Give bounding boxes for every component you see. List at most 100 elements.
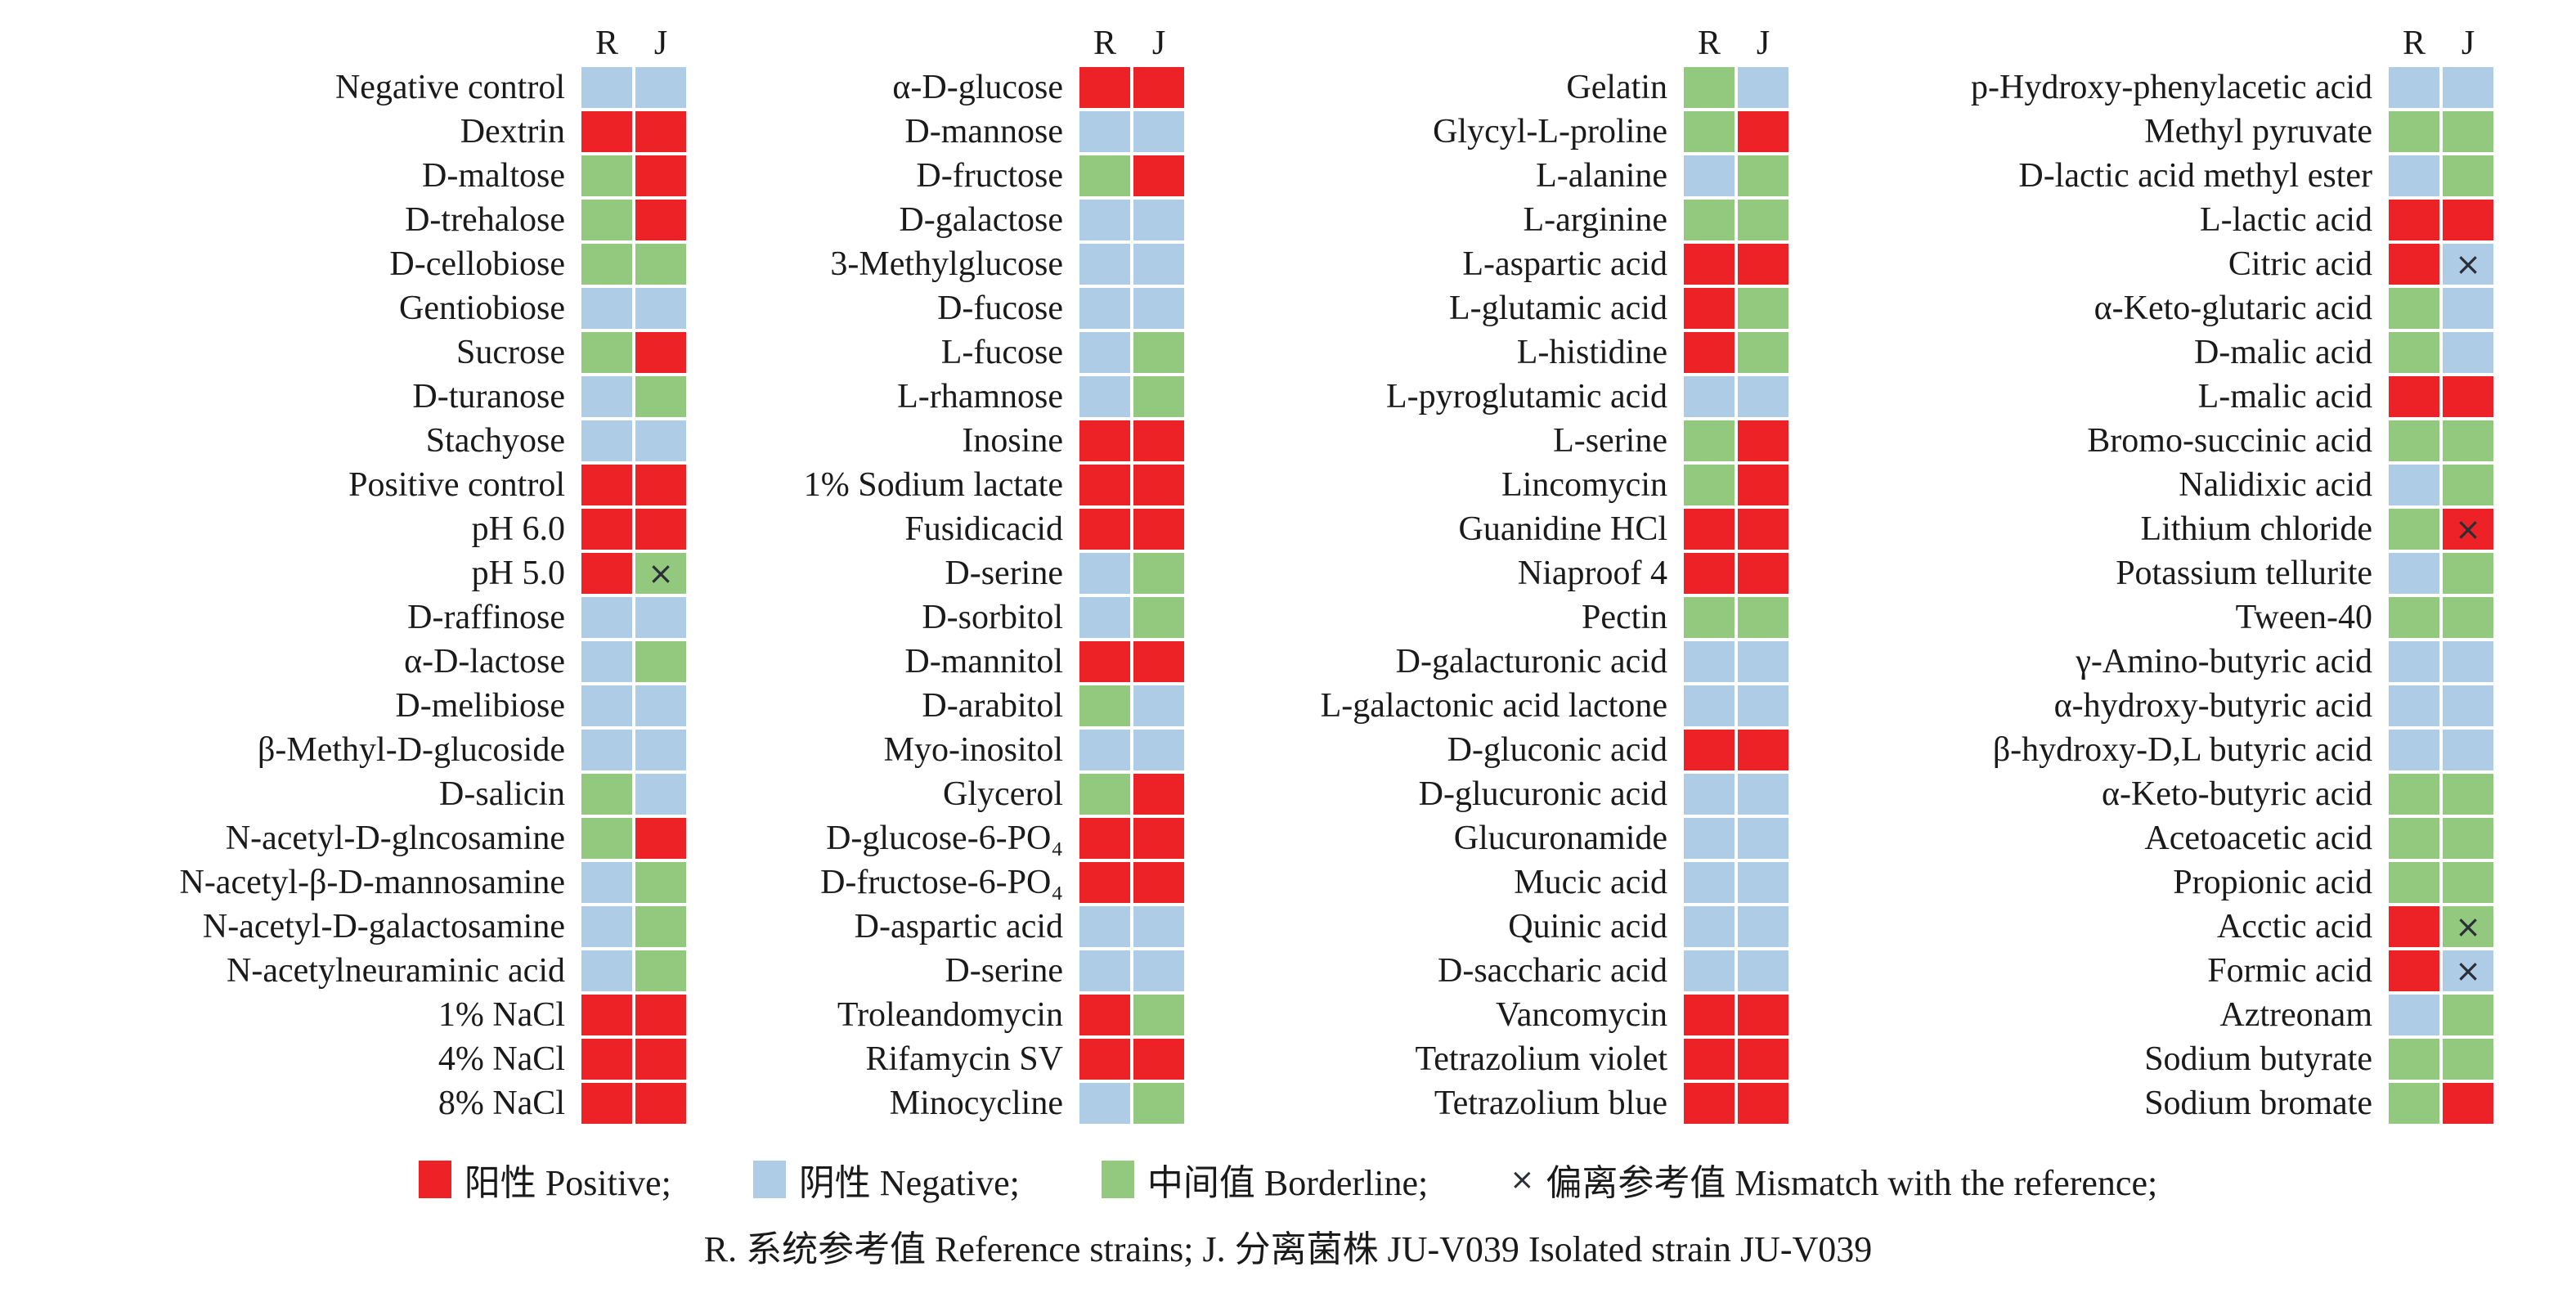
table-row: Rifamycin SV (720, 1039, 1184, 1080)
result-cell-j (635, 111, 686, 152)
table-row: Fusidicacid (720, 509, 1184, 550)
table-row: Methyl pyruvate (1905, 111, 2493, 152)
result-cell-j (635, 509, 686, 550)
result-cell-j (635, 641, 686, 682)
header-spacer (1210, 23, 1681, 64)
table-row: N-acetyl-D-glncosamine (33, 818, 686, 859)
table-row: D-maltose (33, 155, 686, 196)
table-row: L-lactic acid (1905, 200, 2493, 240)
result-cell-r (581, 465, 632, 505)
result-cell-j (2443, 465, 2493, 505)
result-cell-r (2389, 995, 2439, 1035)
header-spacer (33, 23, 578, 64)
row-label: Pectin (1582, 599, 1667, 636)
table-row: D-malic acid (1905, 332, 2493, 373)
header-spacer (1905, 23, 2385, 64)
result-cell-j (635, 376, 686, 417)
result-cell-r (581, 1039, 632, 1080)
row-label: Formic acid (2207, 952, 2372, 990)
table-row: L-fucose (720, 332, 1184, 373)
header-j: J (1756, 25, 1770, 62)
table-row: L-rhamnose (720, 376, 1184, 417)
row-label: β-Methyl-D-glucoside (258, 731, 565, 769)
result-cell-r (581, 553, 632, 594)
result-cell-r (1684, 995, 1735, 1035)
table-row: Tetrazolium blue (1210, 1083, 1788, 1124)
row-label: Tetrazolium violet (1415, 1040, 1667, 1078)
table-row: D-serine (720, 950, 1184, 991)
table-row: α-Keto-butyric acid (1905, 774, 2493, 815)
result-cell-r (1079, 995, 1130, 1035)
table-row: α-Keto-glutaric acid (1905, 288, 2493, 329)
result-cell-j (1738, 862, 1788, 903)
table-row: D-aspartic acid (720, 906, 1184, 947)
table-row: 1% Sodium lactate (720, 465, 1184, 505)
result-cell-r (1684, 641, 1735, 682)
result-cell-j (635, 818, 686, 859)
result-cell-j (1738, 818, 1788, 859)
row-label: Minocycline (889, 1085, 1063, 1122)
row-label: α-D-lactose (404, 643, 565, 680)
table-row: Glycyl-L-proline (1210, 111, 1788, 152)
table-row: L-arginine (1210, 200, 1788, 240)
result-cell-j (1738, 376, 1788, 417)
result-cell-j (1133, 155, 1184, 196)
result-cell-j (2443, 67, 2493, 108)
row-label: Lithium chloride (2140, 510, 2372, 548)
legend-label: 阳性 Positive; (464, 1163, 671, 1203)
result-cell-j (1133, 597, 1184, 638)
row-label: L-galactonic acid lactone (1320, 687, 1667, 725)
result-cell-r (1684, 420, 1735, 461)
result-cell-j (2443, 155, 2493, 196)
table-row: Lincomycin (1210, 465, 1788, 505)
row-label: L-histidine (1516, 334, 1667, 371)
row-label: Methyl pyruvate (2144, 113, 2372, 150)
row-label: Acetoacetic acid (2144, 820, 2372, 857)
table-row: Sodium butyrate (1905, 1039, 2493, 1080)
result-cell-j (635, 67, 686, 108)
table-row: D-galacturonic acid (1210, 641, 1788, 682)
result-cell-r (1684, 465, 1735, 505)
result-cell-r (1684, 950, 1735, 991)
mismatch-x-icon: × (2455, 953, 2481, 989)
row-label: 4% NaCl (438, 1040, 565, 1078)
table-row: D-glucose-6-PO₄ (720, 818, 1184, 859)
result-cell-r (581, 730, 632, 770)
table-row: D-galactose (720, 200, 1184, 240)
table-row: pH 6.0 (33, 509, 686, 550)
row-label: D-glucuronic acid (1418, 775, 1667, 813)
table-row: Niaproof 4 (1210, 553, 1788, 594)
row-label: Guanidine HCl (1458, 510, 1667, 548)
result-cell-r (1684, 597, 1735, 638)
result-cell-r (581, 818, 632, 859)
table-row: D-mannitol (720, 641, 1184, 682)
legend-swatch-B (1101, 1161, 1134, 1198)
result-cell-j (1133, 862, 1184, 903)
result-cell-j (635, 465, 686, 505)
row-label: L-arginine (1523, 201, 1668, 239)
result-cell-j (2443, 862, 2493, 903)
row-label: D-mannose (904, 113, 1063, 150)
table-row: Sodium bromate (1905, 1083, 2493, 1124)
result-cell-j (635, 597, 686, 638)
result-cell-r (581, 509, 632, 550)
result-cell-r (2389, 641, 2439, 682)
result-cell-r (1079, 200, 1130, 240)
result-cell-r (2389, 67, 2439, 108)
footnote: R. 系统参考值 Reference strains; J. 分离菌株 JU-V… (703, 1229, 1873, 1269)
table-row: D-arabitol (720, 685, 1184, 726)
row-label: L-pyroglutamic acid (1385, 378, 1667, 415)
result-cell-j (1738, 288, 1788, 329)
result-cell-r (1079, 244, 1130, 285)
row-label: Inosine (962, 422, 1063, 460)
row-label: β-hydroxy-D,L butyric acid (1992, 731, 2372, 769)
row-label: Rifamycin SV (865, 1040, 1063, 1078)
result-cell-j (1738, 685, 1788, 726)
result-cell-j (635, 155, 686, 196)
table-row: L-aspartic acid (1210, 244, 1788, 285)
result-cell-r (1684, 111, 1735, 152)
legend-swatch-N (752, 1161, 786, 1198)
row-label: Sucrose (456, 334, 565, 371)
mismatch-x-icon: × (2455, 909, 2481, 945)
row-label: L-aspartic acid (1462, 245, 1667, 283)
